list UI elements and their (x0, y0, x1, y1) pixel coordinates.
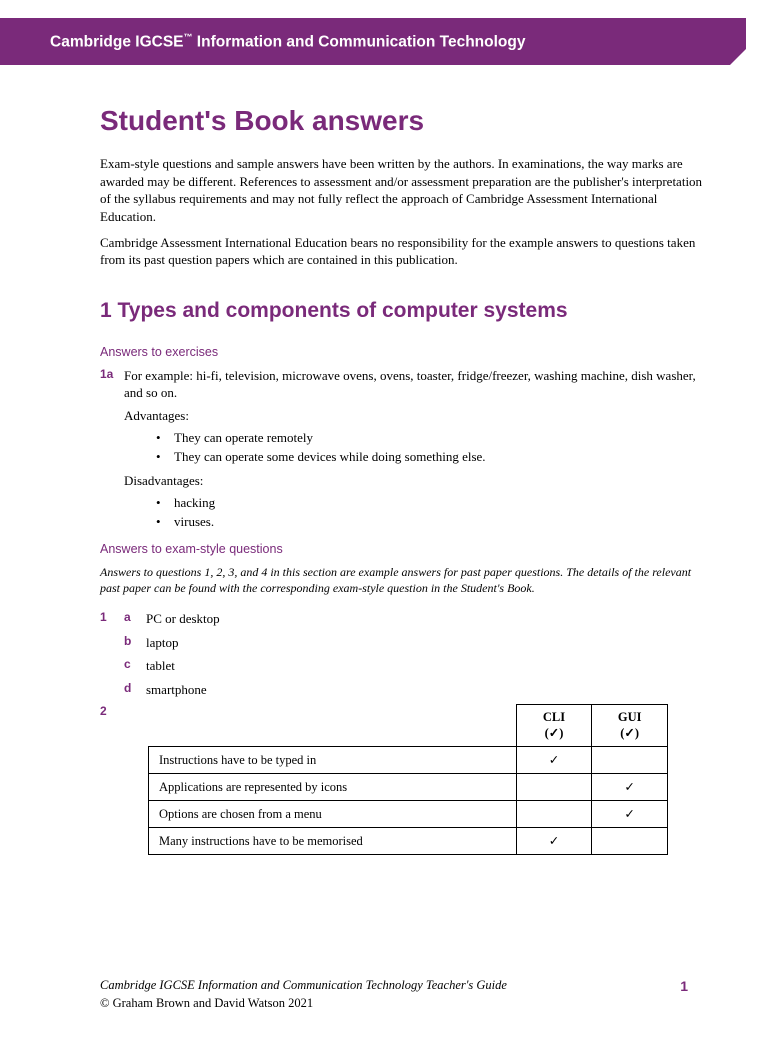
answer-row: d smartphone (100, 681, 708, 699)
page-number: 1 (680, 977, 688, 997)
answer-row: b laptop (100, 634, 708, 652)
table-gui-cell: ✓ (592, 801, 668, 828)
table-desc: Many instructions have to be memorised (149, 828, 517, 855)
list-item: hacking (156, 493, 708, 513)
advantages-label: Advantages: (124, 408, 708, 424)
answer-text: laptop (146, 634, 708, 652)
question-number: 1 (100, 610, 124, 628)
main-title: Student's Book answers (100, 105, 708, 137)
page-content: Student's Book answers Exam-style questi… (0, 65, 768, 855)
section-title: 1 Types and components of computer syste… (100, 299, 708, 323)
answer-letter: d (124, 681, 146, 699)
advantages-list: They can operate remotely They can opera… (156, 428, 708, 467)
table-cli-cell (516, 801, 592, 828)
disadvantages-label: Disadvantages: (124, 473, 708, 489)
table-cli-cell (516, 774, 592, 801)
answer-letter: a (124, 610, 146, 628)
table-header-cli: CLI(✓) (516, 705, 592, 747)
intro-para-1: Exam-style questions and sample answers … (100, 155, 708, 225)
footer-guide: Cambridge IGCSE Information and Communic… (100, 978, 507, 992)
compare-table: CLI(✓) GUI(✓) Instructions have to be ty… (148, 704, 668, 855)
table-desc: Instructions have to be typed in (149, 747, 517, 774)
question-number: 2 (100, 704, 124, 855)
subsection-exercises: Answers to exercises (100, 345, 708, 359)
subsection-examstyle: Answers to exam-style questions (100, 542, 708, 556)
table-row: Options are chosen from a menu ✓ (149, 801, 668, 828)
table-desc: Options are chosen from a menu (149, 801, 517, 828)
intro-para-2: Cambridge Assessment International Educa… (100, 234, 708, 269)
answer-row: c tablet (100, 657, 708, 675)
table-gui-cell (592, 828, 668, 855)
header-banner: Cambridge IGCSE™ Information and Communi… (0, 18, 746, 65)
table-cli-cell: ✓ (516, 828, 592, 855)
answer-letter: b (124, 634, 146, 652)
answer-text: smartphone (146, 681, 708, 699)
q2-table-block: 2 CLI(✓) GUI(✓) Instructions have to be … (100, 704, 708, 855)
table-row: Instructions have to be typed in ✓ (149, 747, 668, 774)
answer-letter: c (124, 657, 146, 675)
page-footer: Cambridge IGCSE Information and Communic… (100, 977, 708, 1012)
table-desc: Applications are represented by icons (149, 774, 517, 801)
question-1a: 1a For example: hi-fi, television, micro… (100, 367, 708, 402)
table-gui-cell (592, 747, 668, 774)
answer-text: tablet (146, 657, 708, 675)
exam-note: Answers to questions 1, 2, 3, and 4 in t… (100, 564, 708, 596)
answer-row: 1 a PC or desktop (100, 610, 708, 628)
q1-answers: 1 a PC or desktop b laptop c tablet d sm… (100, 610, 708, 698)
header-brand-suffix: Information and Communication Technology (193, 33, 526, 50)
question-number: 1a (100, 367, 124, 381)
list-item: They can operate some devices while doin… (156, 447, 708, 467)
table-gui-cell: ✓ (592, 774, 668, 801)
table-row: Applications are represented by icons ✓ (149, 774, 668, 801)
header-tm: ™ (184, 32, 193, 42)
footer-copyright: © Graham Brown and David Watson 2021 (100, 996, 313, 1010)
table-header-gui: GUI(✓) (592, 705, 668, 747)
question-body: For example: hi-fi, television, microwav… (124, 367, 708, 402)
disadvantages-list: hacking viruses. (156, 493, 708, 532)
list-item: viruses. (156, 512, 708, 532)
list-item: They can operate remotely (156, 428, 708, 448)
table-row: Many instructions have to be memorised ✓ (149, 828, 668, 855)
answer-text: PC or desktop (146, 610, 708, 628)
header-brand-prefix: Cambridge IGCSE (50, 33, 184, 50)
table-header-blank (149, 705, 517, 747)
table-cli-cell: ✓ (516, 747, 592, 774)
